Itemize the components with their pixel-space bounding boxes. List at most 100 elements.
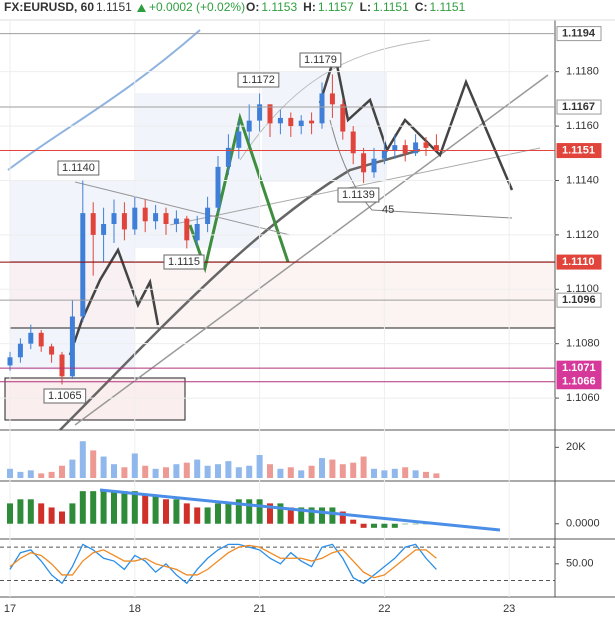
volume-bar bbox=[225, 461, 232, 478]
candle-body bbox=[267, 104, 273, 124]
macd-bar bbox=[360, 523, 367, 528]
volume-bar bbox=[194, 459, 201, 478]
level-label: 1.1167 bbox=[562, 101, 595, 113]
macd-bar bbox=[17, 499, 24, 524]
ohlc-value: 1.1153 bbox=[261, 0, 297, 14]
volume-bar bbox=[319, 458, 325, 478]
volume-bar bbox=[277, 468, 284, 478]
candle-body bbox=[101, 224, 107, 235]
level-label: 1.1110 bbox=[562, 256, 594, 268]
volume-bar bbox=[121, 467, 128, 478]
macd-bar bbox=[350, 519, 357, 524]
volume-bar bbox=[350, 462, 357, 478]
stoch-line bbox=[9, 544, 437, 579]
trend-line bbox=[74, 74, 549, 426]
candle-body bbox=[163, 213, 169, 224]
volume-bar bbox=[27, 470, 34, 478]
candle-body bbox=[329, 93, 335, 105]
volume-bar bbox=[100, 456, 107, 478]
macd-bar bbox=[371, 523, 377, 528]
candle-body bbox=[433, 145, 439, 151]
zigzag bbox=[188, 112, 290, 274]
level-label-box bbox=[556, 292, 602, 308]
macd-bar bbox=[339, 511, 346, 524]
candle-body bbox=[350, 131, 356, 154]
band-line bbox=[7, 29, 201, 171]
volume-bar bbox=[79, 441, 86, 478]
volume-bar bbox=[267, 464, 273, 478]
panes: 17 18 21 22 23 1.1180 1.1160 1.1140 1.1120 1.1100… bbox=[0, 19, 615, 615]
y-tick-label: 1.1100 bbox=[566, 283, 599, 295]
y-tick-label: 1.1160 bbox=[566, 120, 599, 132]
volume-bar bbox=[163, 467, 169, 478]
candle-body bbox=[277, 117, 283, 124]
angle bbox=[329, 119, 513, 219]
macd-bar bbox=[142, 495, 149, 524]
candle-body bbox=[17, 343, 23, 358]
ohlc-value: 1.1151 bbox=[429, 0, 465, 14]
macd-bar bbox=[246, 499, 253, 524]
x-tick-label: 21 bbox=[253, 603, 265, 615]
candle-body bbox=[319, 93, 325, 124]
annotation-box bbox=[337, 187, 380, 203]
volume-bar bbox=[111, 464, 117, 478]
candle-body bbox=[371, 158, 377, 173]
volume-bar bbox=[131, 453, 138, 478]
macd-bar bbox=[121, 491, 128, 524]
candle-body bbox=[361, 153, 367, 173]
y-tick-label: 50.00 bbox=[566, 558, 594, 570]
candle-body bbox=[298, 120, 304, 127]
candle-body bbox=[236, 131, 242, 148]
level-label: 1.1066 bbox=[562, 376, 596, 388]
volume-bar bbox=[329, 459, 336, 478]
macd-bar bbox=[48, 507, 55, 524]
macd-bar bbox=[90, 491, 97, 524]
ohlc-key: C: bbox=[415, 0, 428, 14]
candle-body bbox=[246, 120, 252, 132]
candle-body bbox=[381, 150, 387, 159]
macd-bar bbox=[59, 511, 65, 524]
y-tick-label: 1.1120 bbox=[566, 229, 599, 241]
x-tick-label: 17 bbox=[4, 603, 16, 615]
symbol: FX:EURUSD, 60 bbox=[4, 0, 94, 14]
macd-bar bbox=[308, 507, 315, 524]
candle-body bbox=[80, 213, 86, 317]
level-label-box bbox=[556, 26, 602, 42]
macd-bar bbox=[329, 507, 336, 524]
level-label-box bbox=[556, 254, 602, 270]
candle-body bbox=[184, 218, 190, 241]
candle-body bbox=[257, 104, 263, 121]
macd-bar bbox=[100, 491, 107, 524]
candle-body bbox=[69, 316, 75, 377]
macd-bar bbox=[194, 507, 201, 524]
up-arrow bbox=[137, 4, 146, 12]
level-label-box bbox=[556, 374, 602, 390]
candle-body bbox=[28, 332, 34, 344]
volume-bar bbox=[173, 464, 180, 478]
y-tick-label: 1.1080 bbox=[566, 338, 600, 350]
projection bbox=[68, 247, 160, 356]
level-label: 1.1194 bbox=[562, 28, 596, 40]
annotation: 1.1065 bbox=[48, 390, 82, 402]
macd-bar bbox=[173, 499, 180, 524]
macd-bar bbox=[298, 507, 305, 524]
annotation-box bbox=[237, 72, 280, 88]
ohlc-key: L: bbox=[360, 0, 371, 14]
ohlc-value: 1.1157 bbox=[318, 0, 354, 14]
annotation: 1.1172 bbox=[242, 74, 275, 86]
candle-body bbox=[38, 332, 44, 347]
candle-body bbox=[7, 357, 13, 366]
candle-body bbox=[153, 213, 159, 222]
candle-body bbox=[288, 117, 294, 127]
volume-bar bbox=[90, 450, 97, 478]
level-label-box bbox=[556, 99, 602, 115]
volume-bar bbox=[59, 465, 65, 478]
candle-body bbox=[59, 354, 65, 377]
level-label: 1.1096 bbox=[562, 294, 596, 306]
macd-bar bbox=[267, 503, 273, 524]
ohlc-key: O: bbox=[246, 0, 259, 14]
macd-bar bbox=[111, 491, 117, 524]
volume-bar bbox=[339, 464, 346, 478]
